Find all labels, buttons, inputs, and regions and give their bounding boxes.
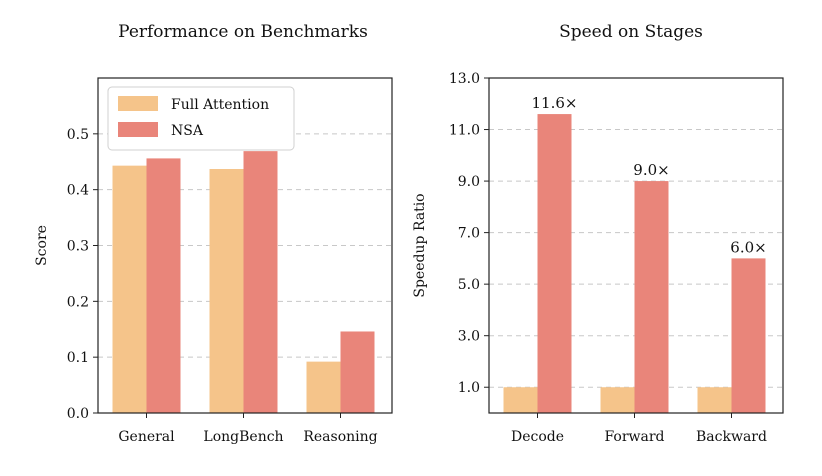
chart-2: Speed on Stages 11.6× Decode 9.0× Forward 6.0… (412, 22, 784, 445)
y-axis-label: Speedup Ratio (412, 193, 428, 297)
y-tick-label: 0.5 (67, 127, 89, 143)
y-tick-label: 0.0 (67, 406, 89, 422)
y-tick-label: 0.4 (67, 183, 89, 199)
data-label: 9.0× (633, 161, 669, 179)
bar (503, 387, 538, 413)
y-tick-label: 7.0 (458, 226, 480, 242)
bar (600, 387, 635, 413)
legend-swatch (118, 96, 158, 111)
bar (697, 387, 732, 413)
chart-1: Performance on Benchmarks General LongBenc… (34, 22, 393, 445)
y-tick-label: 0.3 (67, 239, 89, 255)
y-tick-label: 0.1 (67, 350, 89, 366)
data-label: 6.0× (730, 238, 766, 256)
plot-frame (488, 77, 784, 414)
y-tick-label: 1.0 (458, 380, 480, 396)
x-tick-label: LongBench (203, 429, 283, 445)
bar (209, 169, 244, 413)
x-tick-label: General (118, 429, 175, 445)
y-axis-label: Score (34, 225, 50, 266)
bar (731, 258, 766, 413)
bar (537, 114, 572, 414)
y-tick-label: 11.0 (449, 123, 480, 139)
x-tick-label: Backward (696, 429, 767, 445)
legend: Full Attention NSA (107, 86, 295, 151)
legend-label: NSA (171, 123, 204, 139)
legend-swatch (118, 122, 158, 137)
bar (112, 165, 147, 413)
y-tick-label: 13.0 (449, 71, 480, 87)
bar (243, 151, 278, 413)
legend-label: Full Attention (171, 97, 269, 113)
x-tick-label: Reasoning (303, 429, 377, 445)
x-tick-label: Decode (511, 429, 564, 445)
y-tick-label: 3.0 (458, 329, 480, 345)
bar (146, 158, 181, 413)
bar (340, 331, 375, 413)
chart-title: Performance on Benchmarks (118, 22, 368, 42)
chart-title: Speed on Stages (559, 22, 703, 42)
bar (306, 361, 341, 413)
y-tick-label: 5.0 (458, 277, 480, 293)
bar (634, 181, 669, 413)
plot-frame (97, 77, 393, 414)
x-tick-label: Forward (604, 429, 664, 445)
y-tick-label: 9.0 (458, 174, 480, 190)
y-tick-label: 0.2 (67, 294, 89, 310)
data-label: 11.6× (532, 94, 578, 112)
